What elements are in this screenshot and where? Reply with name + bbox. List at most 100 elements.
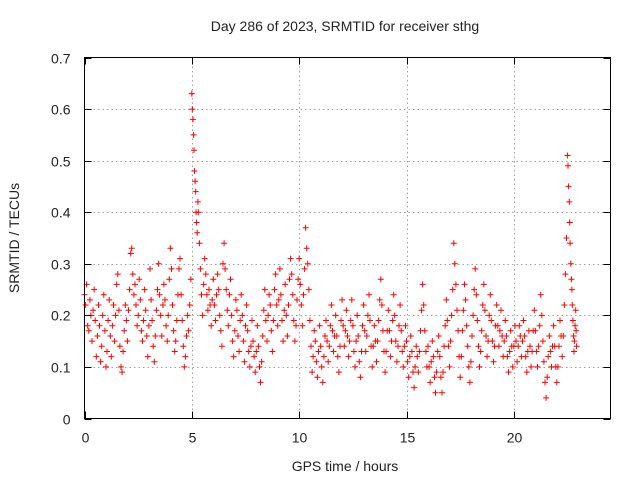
- data-point: [139, 338, 146, 345]
- x-tick-labels: 0 5 10 15 20: [82, 430, 523, 446]
- data-point: [473, 291, 480, 298]
- y-tick-label: 0.4: [51, 205, 71, 221]
- data-point: [289, 291, 296, 298]
- data-point: [406, 353, 413, 360]
- data-point: [415, 369, 422, 376]
- data-point: [103, 363, 109, 370]
- y-tick-label: 0.3: [51, 257, 71, 273]
- data-point: [182, 353, 189, 360]
- data-point: [326, 343, 333, 350]
- data-point: [92, 317, 99, 324]
- data-point: [566, 219, 573, 226]
- data-point: [251, 353, 258, 360]
- data-point: [194, 229, 201, 236]
- data-point: [454, 307, 460, 314]
- data-point: [345, 353, 352, 360]
- data-point: [217, 327, 224, 334]
- data-point: [287, 255, 294, 262]
- data-point: [211, 302, 218, 308]
- data-point: [84, 322, 91, 329]
- data-point: [160, 281, 167, 288]
- data-point: [140, 317, 147, 324]
- data-point: [254, 322, 261, 329]
- data-point: [224, 307, 231, 314]
- data-point: [547, 348, 554, 355]
- data-point: [522, 353, 529, 360]
- data-point: [89, 338, 95, 345]
- data-point: [282, 281, 289, 288]
- data-point: [543, 394, 550, 401]
- data-point: [294, 296, 300, 303]
- data-point: [151, 358, 158, 365]
- data-point: [166, 276, 173, 283]
- data-point: [181, 363, 188, 370]
- data-point: [432, 389, 439, 396]
- data-point: [93, 353, 100, 360]
- data-point: [268, 327, 275, 334]
- data-point: [399, 348, 406, 355]
- data-point: [553, 379, 560, 386]
- data-point: [374, 338, 381, 345]
- data-point: [281, 307, 288, 314]
- data-point: [395, 343, 401, 350]
- data-point: [554, 363, 561, 370]
- data-point: [145, 322, 152, 329]
- data-point: [310, 353, 317, 360]
- data-point: [105, 317, 112, 324]
- data-point: [187, 276, 194, 283]
- data-point: [330, 348, 337, 355]
- data-point: [480, 281, 487, 288]
- data-point: [416, 348, 423, 355]
- data-point: [121, 327, 128, 334]
- data-point: [327, 322, 334, 329]
- data-point: [378, 302, 385, 308]
- data-point: [208, 322, 215, 329]
- data-point: [257, 379, 264, 386]
- data-point: [243, 302, 250, 308]
- data-point: [100, 291, 107, 298]
- data-point: [209, 296, 216, 303]
- data-point: [449, 286, 456, 293]
- data-point: [169, 302, 176, 308]
- data-point: [179, 317, 186, 324]
- data-point: [128, 245, 135, 252]
- data-point: [241, 358, 248, 365]
- data-point: [259, 333, 266, 339]
- data-point: [385, 307, 392, 314]
- data-point: [493, 302, 500, 308]
- data-point: [566, 198, 573, 205]
- data-point: [112, 312, 119, 319]
- data-point: [507, 327, 514, 334]
- data-point: [364, 312, 371, 319]
- data-point: [323, 317, 329, 324]
- data-point: [442, 322, 449, 329]
- data-point: [396, 322, 402, 329]
- data-point: [315, 348, 322, 355]
- data-point: [195, 209, 202, 216]
- data-point: [479, 302, 486, 308]
- data-point: [366, 291, 372, 298]
- data-point: [464, 343, 471, 350]
- data-point: [401, 343, 408, 350]
- data-point: [523, 369, 530, 376]
- data-point: [356, 358, 363, 365]
- data-point: [193, 219, 200, 226]
- data-point: [124, 338, 131, 345]
- data-point: [126, 286, 133, 293]
- data-point: [386, 327, 393, 334]
- data-point: [387, 353, 394, 360]
- data-point: [148, 296, 155, 303]
- data-point: [478, 327, 485, 334]
- data-point: [237, 317, 244, 324]
- data-point: [314, 374, 321, 381]
- data-point: [285, 302, 292, 308]
- data-point: [104, 348, 110, 355]
- data-point: [313, 358, 320, 365]
- data-point: [328, 302, 335, 308]
- data-point: [157, 312, 164, 319]
- data-point: [125, 307, 132, 314]
- data-point: [371, 322, 378, 329]
- data-point: [539, 338, 546, 345]
- data-point: [405, 374, 412, 381]
- data-point: [233, 307, 240, 314]
